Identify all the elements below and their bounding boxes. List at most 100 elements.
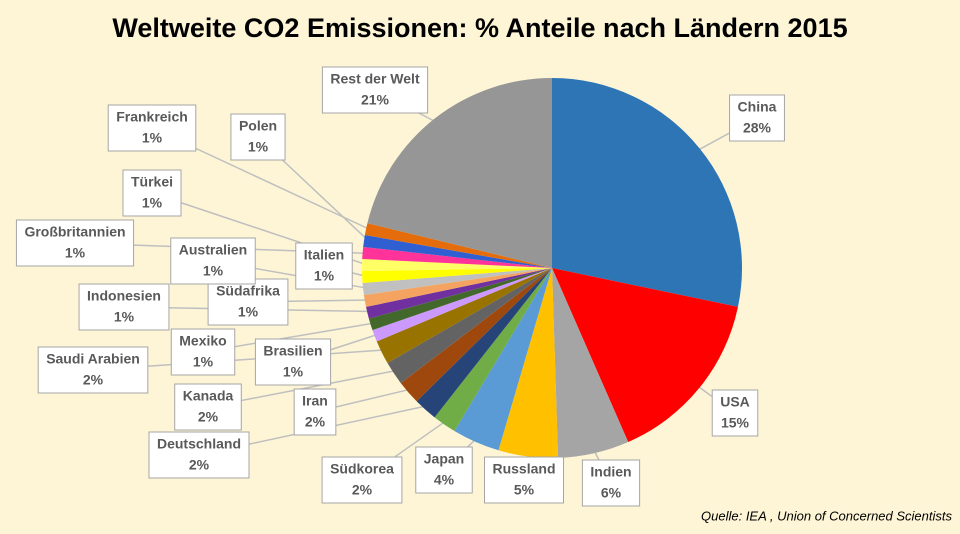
label-box [37,346,149,394]
slice [362,268,552,284]
label-box [321,456,403,504]
data-label: Südafrika 1% [207,278,289,326]
labels: China 28% USA 15% Indien 6% Russland 5% Japan 4% S… [15,66,785,507]
data-label: Indien 6% [581,459,641,507]
data-label: Brasilien 1% [254,338,332,386]
label-value: 1% [142,130,163,146]
slice [552,78,743,307]
label-box [729,94,785,142]
slice [552,268,738,443]
label-box [230,113,286,161]
chart-title: Weltweite CO2 Emissionen: % Anteile nach… [112,13,847,43]
label-value: 1% [283,364,304,380]
label-name: Mexiko [179,333,226,349]
label-box [293,388,337,436]
data-label: China 28% [729,94,785,142]
label-name: Iran [302,393,328,409]
data-label: Iran 2% [293,388,337,436]
data-label: Russland 5% [483,456,565,504]
slice [416,268,552,418]
slice [367,78,552,268]
slice [363,268,552,307]
label-value: 28% [743,120,772,136]
label-box [174,383,242,431]
label-box [254,338,332,386]
data-label: Deutschland 2% [148,431,250,479]
data-label: Italien 1% [295,242,353,290]
label-box [148,431,250,479]
data-label: Kanada 2% [174,383,242,431]
slice [552,268,629,458]
label-value: 2% [189,457,210,473]
label-value: 15% [721,415,750,431]
label-value: 1% [193,354,214,370]
label-value: 1% [314,268,335,284]
label-name: Polen [239,118,277,134]
label-name: Südkorea [330,461,394,477]
data-label: Japan 4% [415,446,473,494]
label-box [321,66,429,114]
label-value: 21% [361,92,390,108]
label-box [122,169,182,217]
data-label: Türkei 1% [122,169,182,217]
label-box [78,283,170,331]
label-value: 5% [514,482,535,498]
data-label: Südkorea 2% [321,456,403,504]
label-value: 4% [434,472,455,488]
slice [364,223,552,268]
data-label: Frankreich 1% [107,104,197,152]
data-label: Polen 1% [230,113,286,161]
label-name: Kanada [183,388,234,404]
slice [362,258,552,272]
label-name: USA [720,394,750,410]
source: Quelle: IEA , Union of Concerned Scienti… [701,508,952,523]
label-name: Südafrika [216,283,280,299]
label-value: 2% [83,372,104,388]
label-value: 6% [601,485,622,501]
slice [454,268,552,451]
label-name: Indonesien [87,288,161,304]
label-value: 2% [305,414,326,430]
label-name: Russland [492,461,555,477]
label-name: Indien [590,464,631,480]
label-value: 1% [203,263,224,279]
label-box [711,389,759,437]
label-value: 1% [142,195,163,211]
data-label: Saudi Arabien 2% [37,346,149,394]
label-value: 2% [198,409,219,425]
label-value: 2% [352,482,373,498]
slice [362,268,552,296]
label-box [15,219,135,267]
label-name: Rest der Welt [330,71,420,87]
label-box [170,328,236,376]
data-label: USA 15% [711,389,759,437]
slice [366,268,552,319]
label-name: Saudi Arabien [46,351,140,367]
label-name: Frankreich [116,109,188,125]
label-name: Japan [424,451,464,467]
data-label: Indonesien 1% [78,283,170,331]
slice [362,246,552,268]
data-label: Australien 1% [170,237,256,285]
slice [368,268,552,331]
data-label: Mexiko 1% [170,328,236,376]
label-value: 1% [65,245,86,261]
slice [376,268,552,363]
label-value: 1% [114,309,135,325]
slice [372,268,552,342]
label-box [107,104,197,152]
label-name: Türkei [131,174,173,190]
label-name: Deutschland [157,436,241,452]
label-value: 1% [248,139,269,155]
label-name: Italien [304,247,344,263]
label-name: Brasilien [263,343,322,359]
slice [363,235,552,268]
label-name: Großbritannien [24,224,125,240]
label-value: 1% [238,304,259,320]
slice [434,268,552,432]
label-box [170,237,256,285]
label-box [483,456,565,504]
label-box [295,242,353,290]
label-name: China [738,99,777,115]
